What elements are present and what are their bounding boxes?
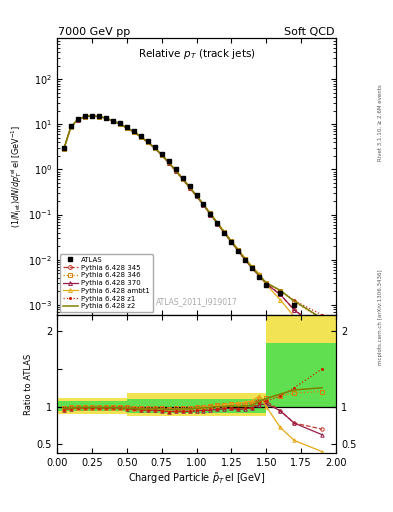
Text: Relative $p_T$ (track jets): Relative $p_T$ (track jets) — [138, 47, 255, 61]
Text: mcplots.cern.ch [arXiv:1306.3436]: mcplots.cern.ch [arXiv:1306.3436] — [378, 270, 383, 365]
Bar — [196, 393, 266, 416]
Legend: ATLAS, Pythia 6.428 345, Pythia 6.428 346, Pythia 6.428 370, Pythia 6.428 ambt1,: ATLAS, Pythia 6.428 345, Pythia 6.428 34… — [60, 254, 153, 312]
Bar — [127, 393, 196, 416]
Text: Rivet 3.1.10, ≥ 2.6M events: Rivet 3.1.10, ≥ 2.6M events — [378, 84, 383, 161]
Bar — [57, 397, 127, 414]
Y-axis label: $(1/N_\mathrm{jet})dN/dp^\mathrm{rel}_T\,\mathrm{el}$ [GeV$^{-1}$]: $(1/N_\mathrm{jet})dN/dp^\mathrm{rel}_T\… — [9, 125, 24, 228]
Bar — [266, 316, 336, 407]
Text: 7000 GeV pp: 7000 GeV pp — [58, 27, 130, 37]
Bar — [266, 343, 336, 407]
Text: Soft QCD: Soft QCD — [285, 27, 335, 37]
Bar — [57, 401, 127, 411]
Bar — [127, 399, 196, 413]
Y-axis label: Ratio to ATLAS: Ratio to ATLAS — [24, 353, 33, 415]
Bar — [196, 399, 266, 413]
X-axis label: Charged Particle $\tilde{p}_T\,\mathrm{el}$ [GeV]: Charged Particle $\tilde{p}_T\,\mathrm{e… — [128, 471, 265, 486]
Text: ATLAS_2011_I919017: ATLAS_2011_I919017 — [156, 297, 237, 307]
